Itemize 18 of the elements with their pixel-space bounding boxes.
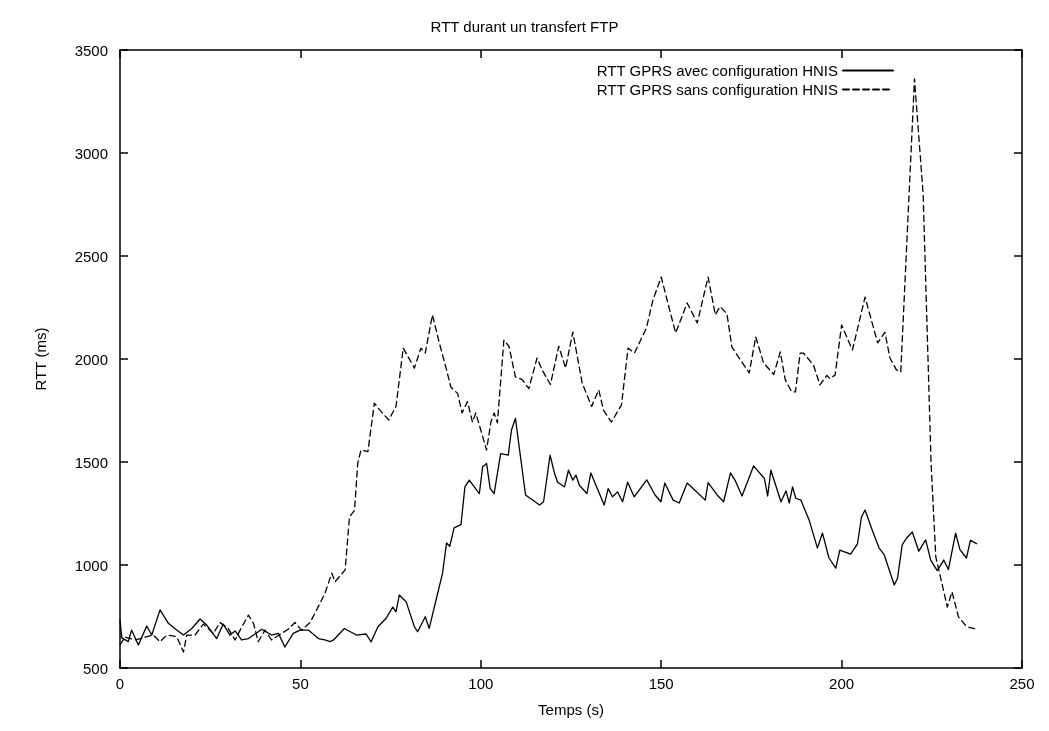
legend-label: RTT GPRS avec configuration HNIS: [596, 62, 838, 79]
legend-label: RTT GPRS sans configuration HNIS: [596, 81, 838, 98]
y-tick-label: 2500: [74, 247, 108, 265]
y-tick-label: 500: [82, 659, 108, 677]
x-tick-label: 150: [648, 675, 674, 692]
y-tick-label: 3000: [74, 144, 108, 162]
x-tick-label: 0: [115, 675, 125, 692]
x-axis-title: Temps (s): [538, 701, 604, 718]
x-tick-label: 200: [829, 675, 855, 692]
x-tick-label: 50: [292, 675, 309, 692]
y-tick-label: 1000: [74, 556, 108, 574]
chart-title: RTT durant un transfert FTP: [430, 18, 619, 35]
y-axis-title: RTT (ms): [32, 327, 49, 391]
x-tick-label: 250: [1009, 675, 1035, 692]
y-tick-label: 3500: [74, 41, 108, 59]
y-tick-label: 1500: [74, 453, 108, 471]
x-tick-label: 100: [468, 675, 494, 692]
y-tick-label: 2000: [74, 350, 108, 368]
